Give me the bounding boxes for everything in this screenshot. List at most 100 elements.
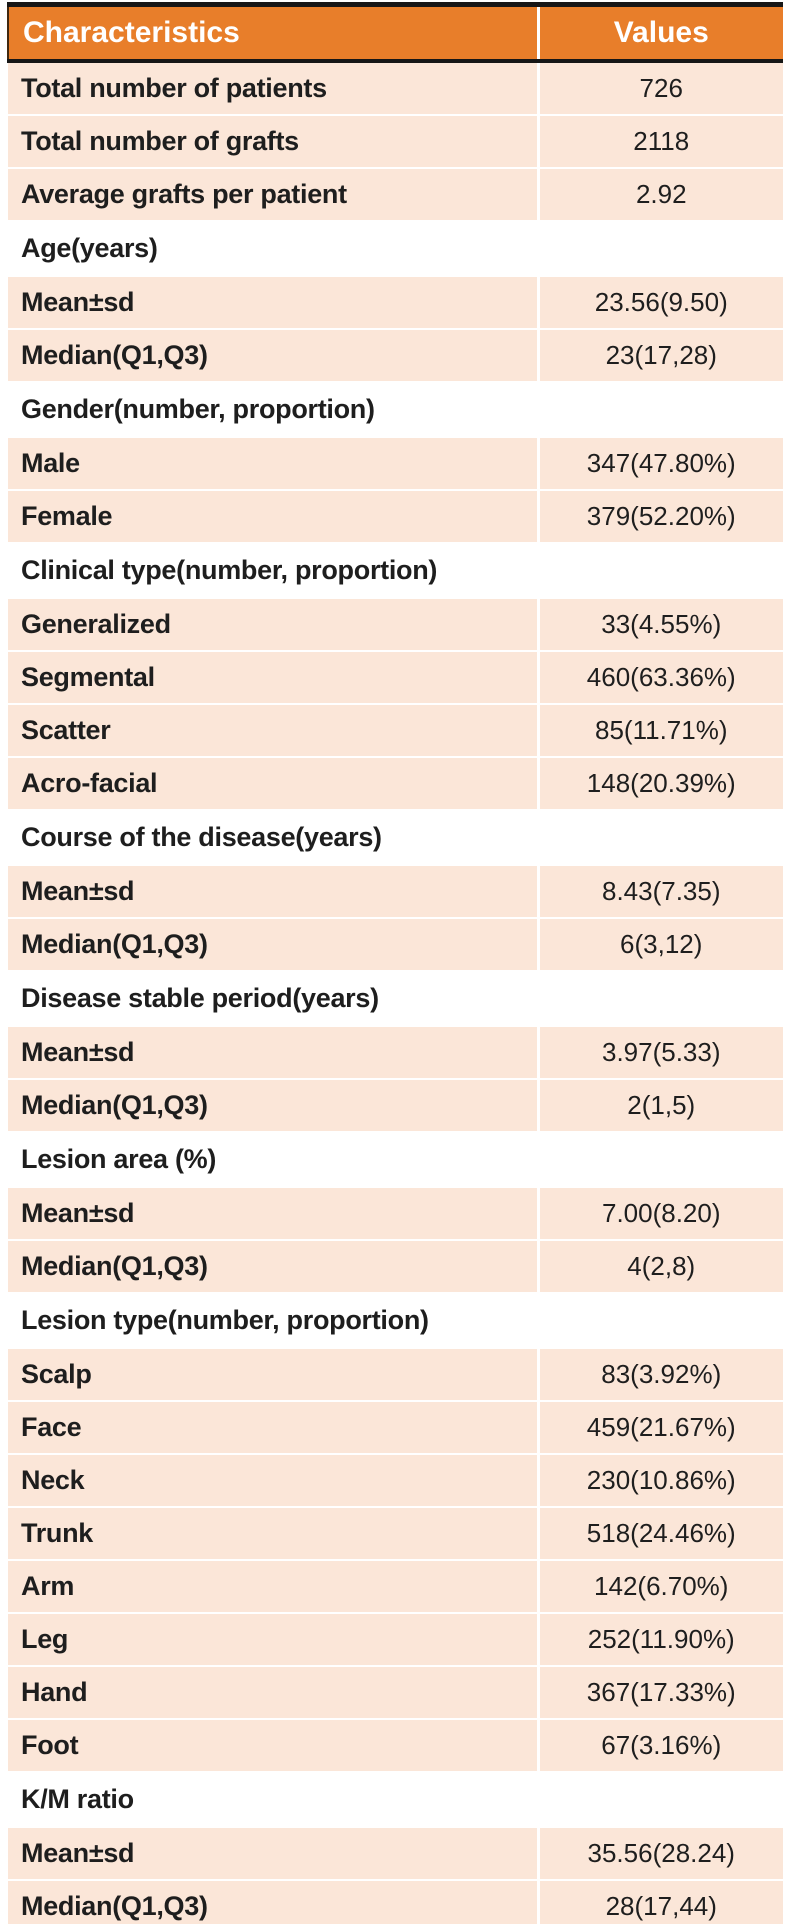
header-values: Values <box>536 2 783 63</box>
section-label: Age(years) <box>8 221 783 277</box>
table-row: Total number of patients 726 <box>8 61 783 116</box>
table-row: Trunk 518(24.46%) <box>8 1507 783 1561</box>
section-row: Disease stable period(years) <box>8 971 783 1027</box>
row-value: 252(11.90%) <box>536 1613 783 1667</box>
row-label: Total number of grafts <box>8 115 538 169</box>
section-row: K/M ratio <box>8 1772 783 1828</box>
row-value: 459(21.67%) <box>536 1401 783 1455</box>
section-label: Gender(number, proportion) <box>8 382 783 438</box>
table-row: Scatter 85(11.71%) <box>8 704 783 758</box>
row-label: Acro-facial <box>8 757 538 811</box>
table-row: Mean±sd 3.97(5.33) <box>8 1026 783 1080</box>
table-row: Mean±sd 7.00(8.20) <box>8 1187 783 1241</box>
table-row: Average grafts per patient 2.92 <box>8 168 783 222</box>
table-row: Median(Q1,Q3) 2(1,5) <box>8 1079 783 1133</box>
row-value: 33(4.55%) <box>536 598 783 652</box>
row-label: Male <box>8 437 538 491</box>
row-value: 23.56(9.50) <box>536 276 783 330</box>
row-label: Face <box>8 1401 538 1455</box>
row-value: 367(17.33%) <box>536 1666 783 1720</box>
section-label: Lesion area (%) <box>8 1132 783 1188</box>
table-row: Median(Q1,Q3) 23(17,28) <box>8 329 783 383</box>
row-label: Median(Q1,Q3) <box>8 918 538 972</box>
table-row: Total number of grafts 2118 <box>8 115 783 169</box>
table-row: Hand 367(17.33%) <box>8 1666 783 1720</box>
table-row: Leg 252(11.90%) <box>8 1613 783 1667</box>
row-label: Arm <box>8 1560 538 1614</box>
row-value: 230(10.86%) <box>536 1454 783 1508</box>
row-value: 28(17,44) <box>536 1880 783 1924</box>
table-row: Arm 142(6.70%) <box>8 1560 783 1614</box>
row-value: 379(52.20%) <box>536 490 783 544</box>
row-value: 347(47.80%) <box>536 437 783 491</box>
header-row: Characteristics Values <box>7 2 783 63</box>
section-label: Clinical type(number, proportion) <box>8 543 783 599</box>
row-value: 8.43(7.35) <box>536 865 783 919</box>
row-value: 23(17,28) <box>536 329 783 383</box>
row-label: Median(Q1,Q3) <box>8 329 538 383</box>
row-value: 726 <box>536 61 783 116</box>
row-label: Trunk <box>8 1507 538 1561</box>
row-label: Mean±sd <box>8 1026 538 1080</box>
row-label: Segmental <box>8 651 538 705</box>
patient-characteristics-table: Characteristics Values Total number of p… <box>7 2 783 1924</box>
table-row: Male 347(47.80%) <box>8 437 783 491</box>
row-label: Median(Q1,Q3) <box>8 1880 538 1924</box>
row-label: Leg <box>8 1613 538 1667</box>
row-value: 83(3.92%) <box>536 1348 783 1402</box>
table-row: Acro-facial 148(20.39%) <box>8 757 783 811</box>
table-row: Mean±sd 23.56(9.50) <box>8 276 783 330</box>
section-row: Course of the disease(years) <box>8 810 783 866</box>
row-label: Scalp <box>8 1348 538 1402</box>
row-value: 6(3,12) <box>536 918 783 972</box>
row-value: 7.00(8.20) <box>536 1187 783 1241</box>
table-row: Female 379(52.20%) <box>8 490 783 544</box>
row-value: 460(63.36%) <box>536 651 783 705</box>
table-row: Median(Q1,Q3) 28(17,44) <box>8 1880 783 1924</box>
row-label: Median(Q1,Q3) <box>8 1240 538 1294</box>
row-label: Generalized <box>8 598 538 652</box>
row-label: Hand <box>8 1666 538 1720</box>
table-row: Foot 67(3.16%) <box>8 1719 783 1773</box>
row-label: Female <box>8 490 538 544</box>
table-body: Total number of patients 726 Total number … <box>8 61 783 1924</box>
section-row: Clinical type(number, proportion) <box>8 543 783 599</box>
table-row: Median(Q1,Q3) 6(3,12) <box>8 918 783 972</box>
section-label: Course of the disease(years) <box>8 810 783 866</box>
section-row: Gender(number, proportion) <box>8 382 783 438</box>
row-value: 4(2,8) <box>536 1240 783 1294</box>
row-label: Median(Q1,Q3) <box>8 1079 538 1133</box>
row-value: 85(11.71%) <box>536 704 783 758</box>
table-row: Neck 230(10.86%) <box>8 1454 783 1508</box>
row-label: Mean±sd <box>8 1187 538 1241</box>
row-value: 518(24.46%) <box>536 1507 783 1561</box>
table-row: Face 459(21.67%) <box>8 1401 783 1455</box>
row-value: 67(3.16%) <box>536 1719 783 1773</box>
row-label: Total number of patients <box>8 61 538 116</box>
row-label: Foot <box>8 1719 538 1773</box>
section-label: Disease stable period(years) <box>8 971 783 1027</box>
section-row: Age(years) <box>8 221 783 277</box>
header-characteristics: Characteristics <box>7 2 538 63</box>
table-row: Generalized 33(4.55%) <box>8 598 783 652</box>
row-value: 3.97(5.33) <box>536 1026 783 1080</box>
table-header: Characteristics Values <box>7 2 783 63</box>
row-label: Mean±sd <box>8 865 538 919</box>
row-value: 148(20.39%) <box>536 757 783 811</box>
row-label: Mean±sd <box>8 1827 538 1881</box>
section-row: Lesion type(number, proportion) <box>8 1293 783 1349</box>
section-label: Lesion type(number, proportion) <box>8 1293 783 1349</box>
row-value: 2(1,5) <box>536 1079 783 1133</box>
table-row: Segmental 460(63.36%) <box>8 651 783 705</box>
row-value: 35.56(28.24) <box>536 1827 783 1881</box>
row-value: 2.92 <box>536 168 783 222</box>
section-label: K/M ratio <box>8 1772 783 1828</box>
table-row: Median(Q1,Q3) 4(2,8) <box>8 1240 783 1294</box>
row-value: 2118 <box>536 115 783 169</box>
table-row: Mean±sd 35.56(28.24) <box>8 1827 783 1881</box>
row-label: Scatter <box>8 704 538 758</box>
table-row: Scalp 83(3.92%) <box>8 1348 783 1402</box>
section-row: Lesion area (%) <box>8 1132 783 1188</box>
row-label: Neck <box>8 1454 538 1508</box>
